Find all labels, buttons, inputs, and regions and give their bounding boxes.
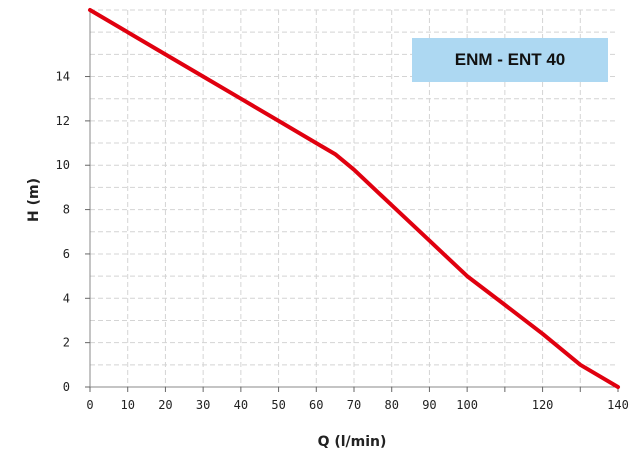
grid: [90, 9, 618, 387]
x-tick-label: 120: [532, 398, 554, 412]
y-tick-label: 2: [63, 336, 70, 350]
y-tick-label: 12: [56, 114, 70, 128]
series-line: [88, 8, 620, 389]
x-axis-ticks: 0 10 20 30 40 50 60 70 80 90 100 120 140: [86, 387, 629, 412]
x-tick-label: 60: [309, 398, 323, 412]
x-tick-label: 0: [86, 398, 93, 412]
x-tick-label: 50: [271, 398, 285, 412]
x-tick-label: 70: [347, 398, 361, 412]
y-axis-ticks: 0 2 4 6 8 10 12 14: [56, 70, 90, 394]
x-tick-label: 90: [422, 398, 436, 412]
y-tick-label: 10: [56, 158, 70, 172]
y-tick-label: 6: [63, 247, 70, 261]
series-layer: [88, 8, 620, 389]
x-tick-label: 40: [234, 398, 248, 412]
x-tick-label: 140: [607, 398, 629, 412]
x-axis-title: Q (l/min): [318, 434, 387, 450]
y-tick-label: 8: [63, 203, 70, 217]
legend-label: ENM - ENT 40: [454, 50, 566, 69]
y-tick-label: 14: [56, 70, 70, 84]
y-axis-title: H (m): [26, 178, 42, 222]
x-tick-label: 80: [384, 398, 398, 412]
x-tick-label: 20: [158, 398, 172, 412]
x-tick-label: 30: [196, 398, 210, 412]
y-tick-label: 4: [63, 291, 70, 305]
x-tick-label: 100: [456, 398, 478, 412]
legend-box: ENM - ENT 40: [412, 38, 608, 82]
x-tick-label: 10: [120, 398, 134, 412]
y-tick-label: 0: [63, 380, 70, 394]
